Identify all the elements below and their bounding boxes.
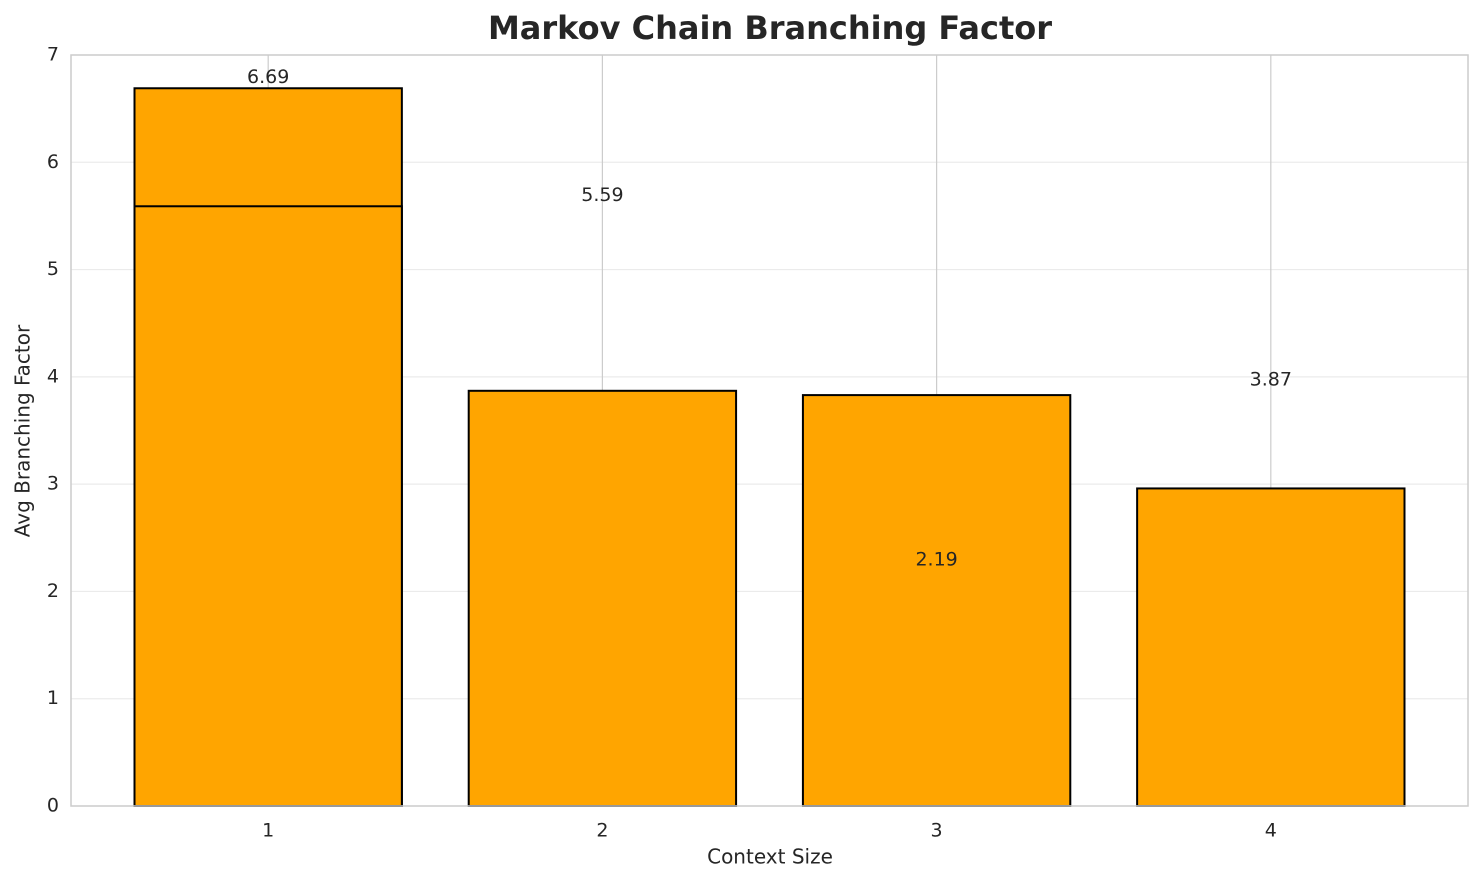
bar bbox=[1136, 487, 1406, 807]
y-tick-label: 1 bbox=[47, 687, 59, 709]
y-tick-label: 2 bbox=[47, 580, 59, 602]
bar bbox=[801, 394, 1072, 807]
y-tick-label: 4 bbox=[47, 365, 59, 387]
value-label: 5.59 bbox=[581, 184, 623, 206]
bar bbox=[467, 389, 738, 807]
value-label: 2.19 bbox=[915, 549, 957, 571]
bar bbox=[133, 205, 403, 808]
y-tick-label: 5 bbox=[47, 258, 59, 280]
x-tick-label: 4 bbox=[1265, 820, 1277, 842]
plot-frame bbox=[70, 54, 1469, 807]
y-tick-label: 3 bbox=[47, 473, 59, 495]
x-axis-label: Context Size bbox=[707, 845, 833, 869]
x-tick-label: 1 bbox=[262, 820, 274, 842]
x-tick-label: 3 bbox=[931, 820, 943, 842]
y-tick-label: 6 bbox=[47, 151, 59, 173]
value-label: 6.69 bbox=[247, 66, 289, 88]
y-tick-label: 0 bbox=[47, 795, 59, 817]
value-label: 3.87 bbox=[1250, 368, 1292, 390]
y-axis-label: Avg Branching Factor bbox=[11, 324, 35, 537]
x-tick-label: 2 bbox=[596, 820, 608, 842]
y-tick-label: 7 bbox=[47, 44, 59, 66]
chart-title: Markov Chain Branching Factor bbox=[488, 9, 1052, 47]
